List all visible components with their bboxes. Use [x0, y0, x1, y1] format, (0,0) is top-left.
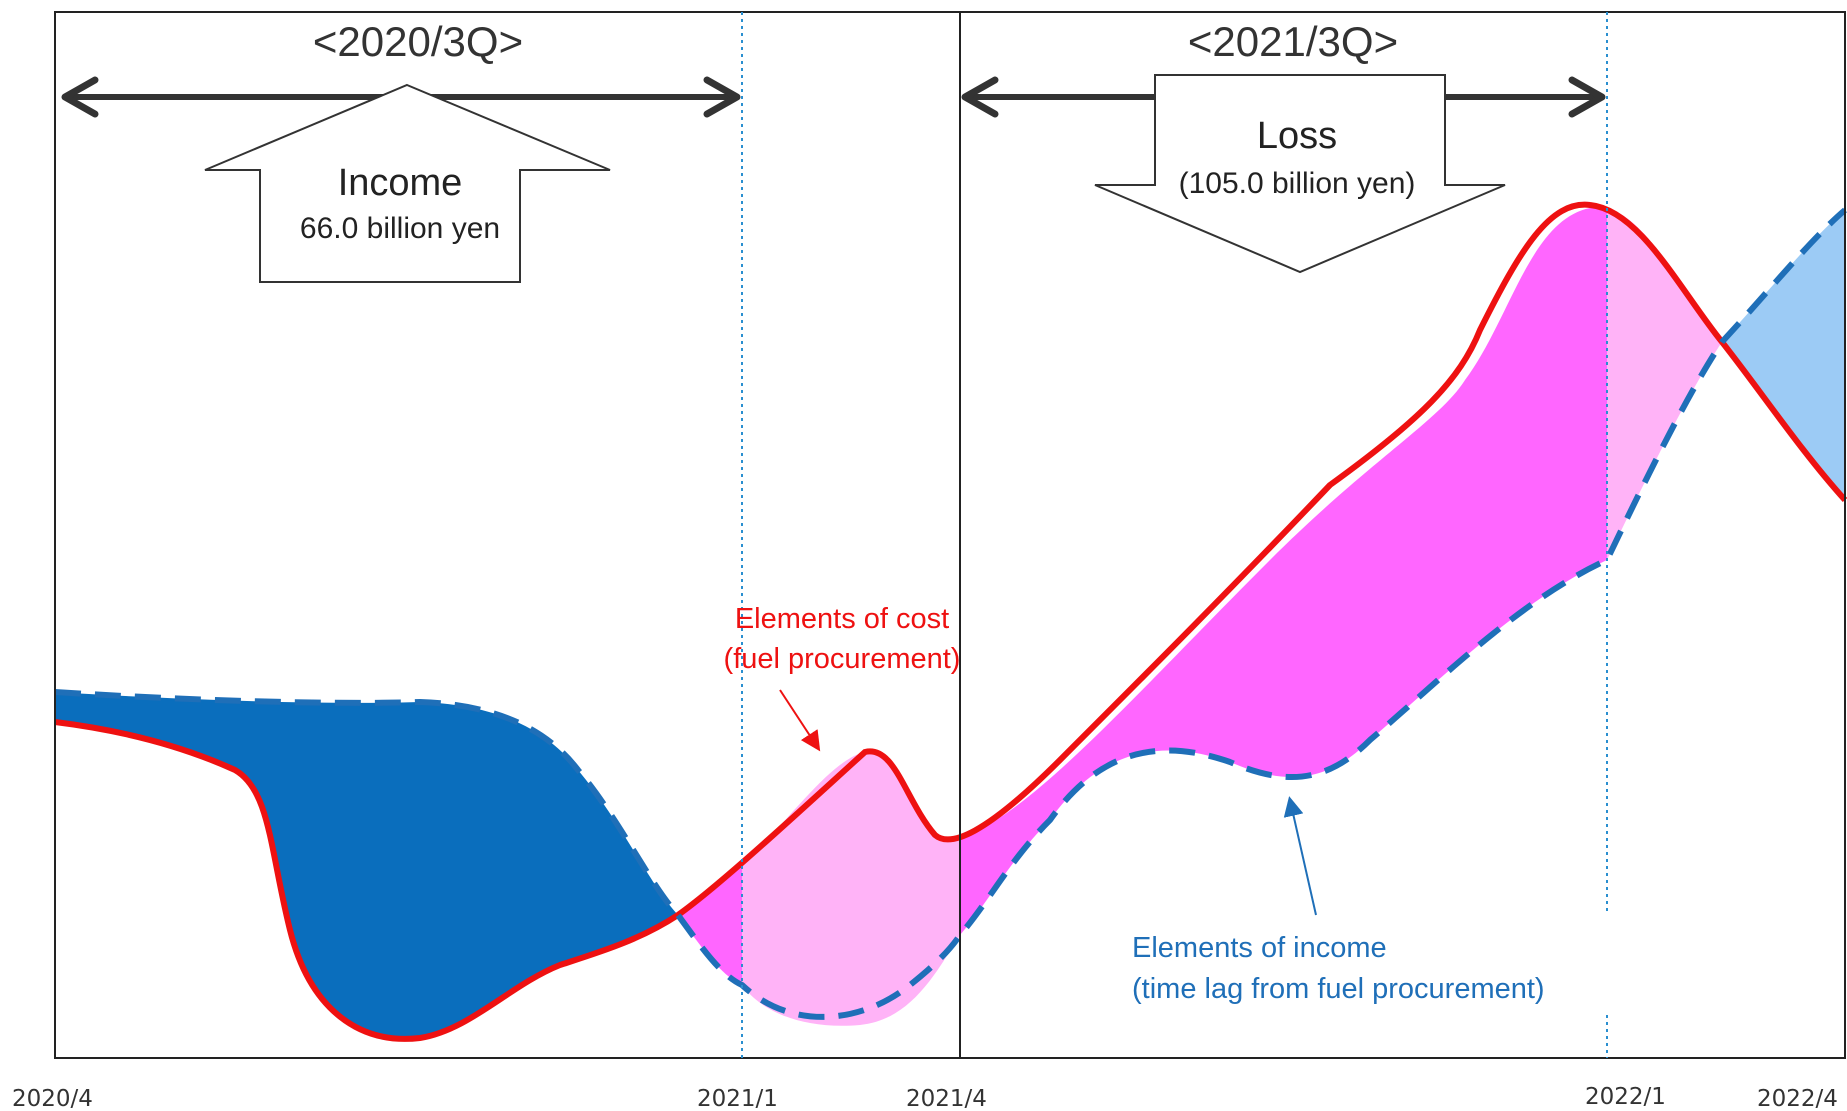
loss-callout-title: Loss [1257, 115, 1337, 157]
loss-area-2020-early [678, 865, 742, 985]
income-callout-title: Income [338, 162, 463, 204]
income-annotation-line-2: (time lag from fuel procurement) [1132, 973, 1545, 1005]
period-label-2021: <2021/3Q> [1188, 18, 1398, 65]
cost-annotation-line-2: (fuel procurement) [724, 643, 961, 675]
cost-pointer [779, 689, 821, 752]
x-tick-label: 2022/1 [1585, 1084, 1666, 1110]
x-tick-label: 2022/4 [1757, 1086, 1838, 1111]
x-tick-label: 2020/4 [12, 1086, 93, 1111]
cost-annotation-line-1: Elements of cost [735, 603, 949, 635]
income-callout-value: 66.0 billion yen [300, 212, 500, 245]
loss-area-2021 [960, 206, 1607, 935]
gain-area-2020 [55, 692, 678, 1039]
light-loss-area-2021-1q [742, 751, 960, 1026]
loss-callout-value: (105.0 billion yen) [1179, 167, 1416, 200]
x-tick-label: 2021/4 [906, 1086, 987, 1111]
period-arrow-2021-right-head [1568, 76, 1606, 118]
period-arrow-2020-left-head [61, 76, 99, 118]
period-arrow-2021-left-head [961, 76, 999, 118]
x-tick-label: 2021/1 [697, 1086, 778, 1111]
loss-callout-arrow [1094, 74, 1506, 274]
income-annotation-line-1: Elements of income [1132, 932, 1387, 964]
income-curve [54, 207, 1847, 1020]
period-arrow-2020-right-head [703, 76, 741, 118]
light-gain-area-2022 [1722, 210, 1845, 500]
period-label-2020: <2020/3Q> [313, 18, 523, 65]
cost-curve [54, 201, 1847, 1042]
income-pointer [1283, 796, 1317, 916]
light-loss-area-2022 [1607, 208, 1722, 560]
plot-frame [54, 11, 1846, 1059]
income-callout-arrow [204, 83, 611, 283]
